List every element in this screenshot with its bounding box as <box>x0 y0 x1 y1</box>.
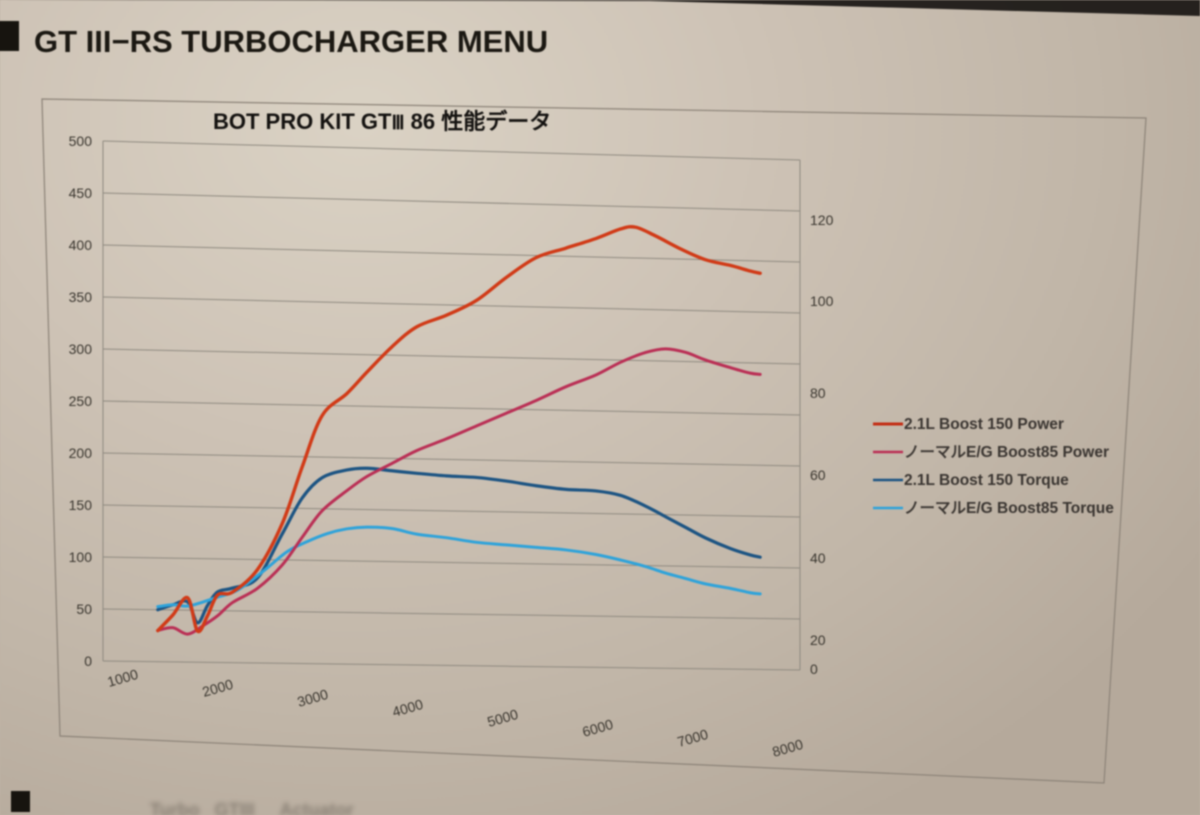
svg-text:6000: 6000 <box>580 716 615 740</box>
svg-text:450: 450 <box>69 185 93 201</box>
svg-text:20: 20 <box>810 632 826 648</box>
svg-text:50: 50 <box>76 601 92 617</box>
svg-text:1000: 1000 <box>105 666 140 690</box>
svg-text:400: 400 <box>69 237 93 253</box>
svg-text:60: 60 <box>810 467 826 483</box>
svg-text:2.1L Boost 150 Power: 2.1L Boost 150 Power <box>904 416 1064 433</box>
svg-text:7000: 7000 <box>675 726 710 750</box>
svg-text:150: 150 <box>69 497 93 513</box>
svg-text:200: 200 <box>69 445 93 461</box>
svg-text:350: 350 <box>69 289 93 305</box>
svg-text:3000: 3000 <box>295 686 330 710</box>
svg-text:ノーマルE/G Boost85 Power: ノーマルE/G Boost85 Power <box>904 444 1109 461</box>
svg-text:500: 500 <box>69 133 93 149</box>
svg-text:2.1L Boost 150 Torque: 2.1L Boost 150 Torque <box>904 472 1069 489</box>
svg-text:80: 80 <box>810 385 826 401</box>
svg-text:0: 0 <box>84 653 92 669</box>
svg-text:0: 0 <box>810 661 818 677</box>
svg-text:4000: 4000 <box>390 696 425 720</box>
svg-text:100: 100 <box>810 293 834 309</box>
svg-text:250: 250 <box>69 393 93 409</box>
svg-text:2000: 2000 <box>200 676 235 700</box>
svg-text:ノーマルE/G Boost85 Torque: ノーマルE/G Boost85 Torque <box>904 500 1114 517</box>
svg-text:300: 300 <box>69 341 93 357</box>
svg-text:120: 120 <box>810 212 834 228</box>
svg-text:100: 100 <box>69 549 93 565</box>
svg-text:5000: 5000 <box>485 706 520 730</box>
svg-text:40: 40 <box>810 550 826 566</box>
svg-text:8000: 8000 <box>770 736 805 760</box>
